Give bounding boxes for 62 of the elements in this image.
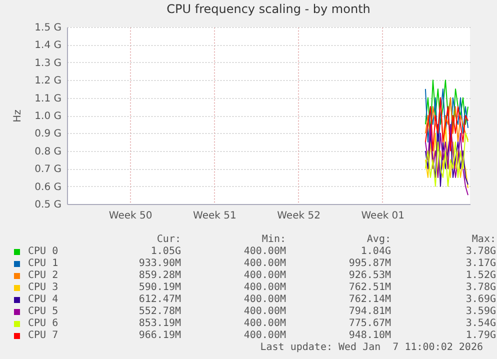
x-tick-label: Week 01 bbox=[361, 210, 405, 222]
text: Min: bbox=[260, 234, 286, 246]
x-tick-label: Week 50 bbox=[108, 210, 152, 222]
x-tick-label: Week 52 bbox=[277, 210, 320, 222]
text: 1.05G bbox=[150, 246, 181, 258]
chart-title: CPU frequency scaling - by month bbox=[166, 2, 370, 16]
legend-label: CPU 1 bbox=[28, 258, 60, 270]
text: 400.00M bbox=[242, 330, 286, 342]
text: Cur: bbox=[156, 234, 181, 246]
text: 762.14M bbox=[348, 294, 391, 306]
text: 3.54G bbox=[464, 318, 496, 330]
text: 948.10M bbox=[348, 330, 391, 342]
text: 3.69G bbox=[464, 294, 496, 306]
y-tick-label: 0.7 G bbox=[34, 164, 62, 176]
text: Last update: Wed Jan 7 11:00:02 2026 bbox=[259, 342, 483, 354]
y-tick-label: 1.3 G bbox=[34, 58, 62, 69]
legend-label: CPU 7 bbox=[28, 330, 60, 342]
text: 400.00M bbox=[242, 282, 286, 294]
text: 762.51M bbox=[348, 282, 391, 294]
text: 3.78G bbox=[464, 246, 496, 258]
legend-label: CPU 2 bbox=[28, 270, 60, 282]
legend-label: CPU 5 bbox=[28, 306, 60, 318]
y-tick-label: 0.6 G bbox=[34, 182, 62, 193]
text: 859.28M bbox=[138, 270, 181, 282]
text: Avg: bbox=[366, 234, 391, 246]
text: 552.78M bbox=[138, 306, 181, 318]
text: 400.00M bbox=[242, 318, 286, 330]
text: 794.81M bbox=[348, 306, 391, 318]
legend-label: CPU 0 bbox=[28, 246, 60, 258]
text: 612.47M bbox=[138, 294, 181, 306]
y-tick-label: 0.9 G bbox=[34, 128, 62, 140]
text: 933.90M bbox=[138, 258, 181, 270]
text: 590.19M bbox=[138, 282, 181, 294]
text: 400.00M bbox=[242, 258, 286, 270]
y-tick-label: 1.0 G bbox=[34, 111, 62, 122]
y-tick-label: 1.4 G bbox=[34, 40, 62, 52]
text: 3.78G bbox=[464, 282, 496, 294]
text: 926.53M bbox=[348, 270, 391, 282]
text: 1.52G bbox=[464, 270, 496, 282]
x-tick-label: Week 51 bbox=[193, 210, 236, 222]
text: 400.00M bbox=[242, 306, 286, 318]
text: 1.79G bbox=[464, 330, 496, 342]
text: 400.00M bbox=[242, 246, 286, 258]
text: 853.19M bbox=[138, 318, 181, 330]
y-axis-title: Hz bbox=[12, 110, 24, 122]
text: 966.19M bbox=[138, 330, 181, 342]
text: Max: bbox=[470, 234, 496, 246]
legend-label: CPU 3 bbox=[28, 282, 60, 294]
text: 995.87M bbox=[348, 258, 391, 270]
text: 400.00M bbox=[242, 270, 286, 282]
legend-label: CPU 4 bbox=[28, 294, 60, 306]
y-tick-label: 0.8 G bbox=[34, 146, 62, 158]
text: 775.67M bbox=[348, 318, 391, 330]
text: 3.59G bbox=[464, 306, 496, 318]
y-tick-label: 1.1 G bbox=[34, 93, 62, 104]
text: 400.00M bbox=[242, 294, 286, 306]
y-tick-label: 1.5 G bbox=[34, 22, 62, 34]
legend-label: CPU 6 bbox=[28, 318, 60, 330]
y-tick-label: 1.2 G bbox=[34, 76, 62, 87]
y-tick-label: 0.5 G bbox=[34, 200, 62, 210]
text: 1.04G bbox=[360, 246, 391, 258]
text: 3.17G bbox=[464, 258, 496, 270]
